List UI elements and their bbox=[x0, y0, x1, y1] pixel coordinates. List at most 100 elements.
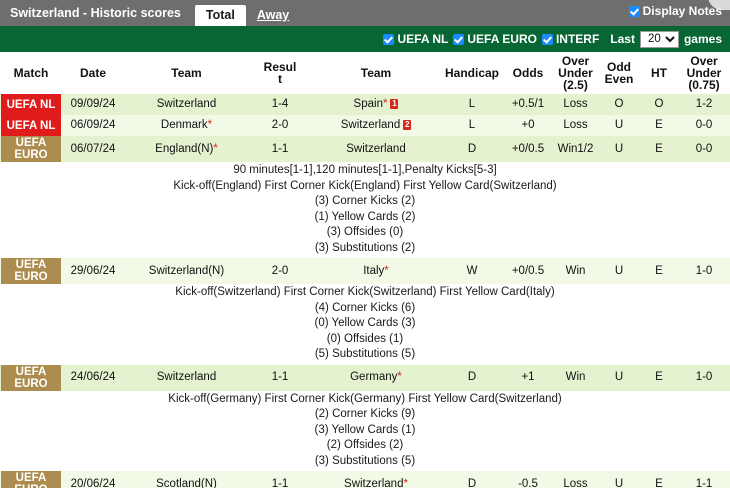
note-line: Kick-off(England) First Corner Kick(Engl… bbox=[173, 179, 557, 192]
column-header-3[interactable]: Resul t bbox=[249, 52, 311, 94]
match-date: 06/07/24 bbox=[62, 136, 124, 162]
filter-interf[interactable]: INTERF bbox=[541, 32, 599, 46]
match-date: 24/06/24 bbox=[62, 364, 124, 391]
table-row[interactable]: UEFA NL 06/09/24 Denmark* 2-0 Switzerland 2 L +… bbox=[0, 115, 730, 136]
tab-total[interactable]: Total bbox=[194, 5, 246, 26]
result-letter: D bbox=[441, 471, 503, 488]
odds-value: Loss bbox=[553, 94, 598, 115]
table-row[interactable]: UEFA EURO 06/07/24 England(N)* 1-1 Switzerla… bbox=[0, 136, 730, 162]
column-header-line: (2.5) bbox=[563, 78, 588, 92]
column-header-10[interactable]: Over Under (0.75) bbox=[678, 52, 730, 94]
table-row[interactable]: UEFA EURO20/06/24Scotland(N)1-1Switzerla… bbox=[0, 471, 730, 488]
odd-even: E bbox=[640, 471, 678, 488]
column-header-line: Team bbox=[171, 66, 202, 80]
half-time-score: 1-0 bbox=[678, 364, 730, 391]
note-line: Kick-off(Switzerland) First Corner Kick(… bbox=[175, 286, 555, 298]
competition-badge: UEFA NL bbox=[1, 115, 61, 136]
home-team[interactable]: Scotland(N) bbox=[124, 471, 249, 488]
note-line: (0) Offsides (1) bbox=[326, 332, 404, 345]
tab-away[interactable]: Away bbox=[256, 8, 290, 22]
games-count-select[interactable]: 10203050 bbox=[639, 30, 679, 48]
column-header-6[interactable]: Odds bbox=[503, 52, 553, 94]
note-line: (2) Corner Kicks (9) bbox=[314, 408, 416, 420]
competition-cell[interactable]: UEFA EURO bbox=[0, 364, 62, 391]
uefa-euro-checkbox[interactable] bbox=[453, 33, 465, 45]
column-header-4[interactable]: Team bbox=[311, 52, 441, 94]
notes-row: Kick-off(Germany) First Corner Kick(Germ… bbox=[0, 390, 730, 471]
away-team[interactable]: Switzerland 2 bbox=[311, 115, 441, 136]
table-row[interactable]: UEFA EURO 24/06/24 Switzerland 1-1 Germany* D… bbox=[0, 364, 730, 391]
over-under-25: U bbox=[598, 258, 640, 284]
competition-badge: UEFA EURO bbox=[1, 471, 61, 488]
home-team[interactable]: England(N)* bbox=[124, 136, 249, 162]
away-team[interactable]: Germany* bbox=[311, 364, 441, 391]
competition-cell[interactable]: UEFA EURO bbox=[0, 471, 62, 488]
handicap-value: +1 bbox=[503, 364, 553, 391]
column-header-1[interactable]: Date bbox=[62, 52, 124, 94]
column-header-line: Even bbox=[604, 72, 634, 86]
competition-cell[interactable]: UEFA NL bbox=[0, 115, 62, 136]
away-team[interactable]: Switzerland* bbox=[311, 471, 441, 488]
home-team[interactable]: Denmark* bbox=[124, 115, 249, 136]
filter-bar: UEFA NL UEFA EURO INTERF Last 10203050 g… bbox=[0, 26, 730, 52]
home-team[interactable]: Switzerland bbox=[124, 364, 249, 391]
note-line: (3) Yellow Cards (1) bbox=[314, 423, 416, 436]
competition-badge: UEFA EURO bbox=[1, 136, 61, 162]
column-header-7[interactable]: Over Under (2.5) bbox=[553, 52, 598, 94]
match-date: 09/09/24 bbox=[62, 94, 124, 115]
away-star-icon: * bbox=[384, 264, 389, 277]
table-row[interactable]: UEFA EURO 29/06/24 Switzerland(N) 2-0 Italy*… bbox=[0, 258, 730, 284]
filter-uefa-euro[interactable]: UEFA EURO bbox=[453, 32, 537, 46]
display-notes-control[interactable]: Display Notes bbox=[628, 4, 722, 18]
note-line: (3) Offsides (0) bbox=[326, 226, 404, 238]
competition-cell[interactable]: UEFA EURO bbox=[0, 136, 62, 162]
corner-decoration bbox=[708, 0, 730, 10]
half-time-score: 1-0 bbox=[678, 258, 730, 284]
away-team[interactable]: Switzerland bbox=[311, 136, 441, 162]
competition-badge: UEFA EURO bbox=[1, 364, 61, 391]
column-header-0[interactable]: Match bbox=[0, 52, 62, 94]
table-row[interactable]: UEFA NL 09/09/24 Switzerland 1-4 Spain* 1 L +0.… bbox=[0, 94, 730, 115]
filter-uefa-nl[interactable]: UEFA NL bbox=[383, 32, 448, 46]
column-header-line: Match bbox=[13, 66, 49, 80]
odd-even: E bbox=[640, 136, 678, 162]
competition-cell[interactable]: UEFA NL bbox=[0, 94, 62, 115]
odd-even: E bbox=[640, 258, 678, 284]
notes-cell: 90 minutes[1-1],120 minutes[1-1],Penalty… bbox=[0, 162, 730, 258]
away-team[interactable]: Italy* bbox=[311, 258, 441, 284]
note-line: (2) Offsides (2) bbox=[326, 439, 404, 451]
display-notes-checkbox[interactable] bbox=[628, 5, 640, 17]
note-line: (3) Substitutions (2) bbox=[314, 241, 416, 254]
home-team[interactable]: Switzerland bbox=[124, 94, 249, 115]
uefa-nl-checkbox[interactable] bbox=[383, 33, 395, 45]
match-date: 06/09/24 bbox=[62, 115, 124, 136]
competition-badge: UEFA NL bbox=[1, 94, 61, 115]
match-score: 1-1 bbox=[249, 364, 311, 391]
last-label: Last bbox=[610, 32, 635, 46]
column-header-9[interactable]: HT bbox=[640, 52, 678, 94]
note-line: (4) Corner Kicks (6) bbox=[314, 301, 416, 314]
table-header-row: Match Date Team Resul t Team Handicap Odds Over U… bbox=[0, 52, 730, 94]
red-card-icon: 1 bbox=[390, 99, 399, 109]
uefa-nl-label: UEFA NL bbox=[397, 32, 449, 46]
odds-value: Win bbox=[553, 258, 598, 284]
column-header-5[interactable]: Handicap bbox=[441, 52, 503, 94]
interf-checkbox[interactable] bbox=[541, 33, 553, 45]
note-line: (1) Yellow Cards (2) bbox=[314, 210, 416, 223]
over-under-25: O bbox=[598, 94, 640, 115]
column-header-8[interactable]: Odd Even bbox=[598, 52, 640, 94]
column-header-2[interactable]: Team bbox=[124, 52, 249, 94]
column-header-line: Date bbox=[79, 66, 106, 80]
top-bar: Switzerland - Historic scores Total Away… bbox=[0, 0, 730, 26]
home-team[interactable]: Switzerland(N) bbox=[124, 258, 249, 284]
odds-value: Loss bbox=[553, 471, 598, 488]
half-time-score: 1-1 bbox=[678, 471, 730, 488]
odd-even: O bbox=[640, 94, 678, 115]
match-date: 29/06/24 bbox=[62, 258, 124, 284]
competition-cell[interactable]: UEFA EURO bbox=[0, 258, 62, 284]
column-header-line: Team bbox=[360, 66, 392, 80]
over-under-25: U bbox=[598, 364, 640, 391]
note-line: (3) Substitutions (5) bbox=[314, 454, 416, 467]
odds-value: Win bbox=[553, 364, 598, 391]
away-team[interactable]: Spain* 1 bbox=[311, 94, 441, 115]
